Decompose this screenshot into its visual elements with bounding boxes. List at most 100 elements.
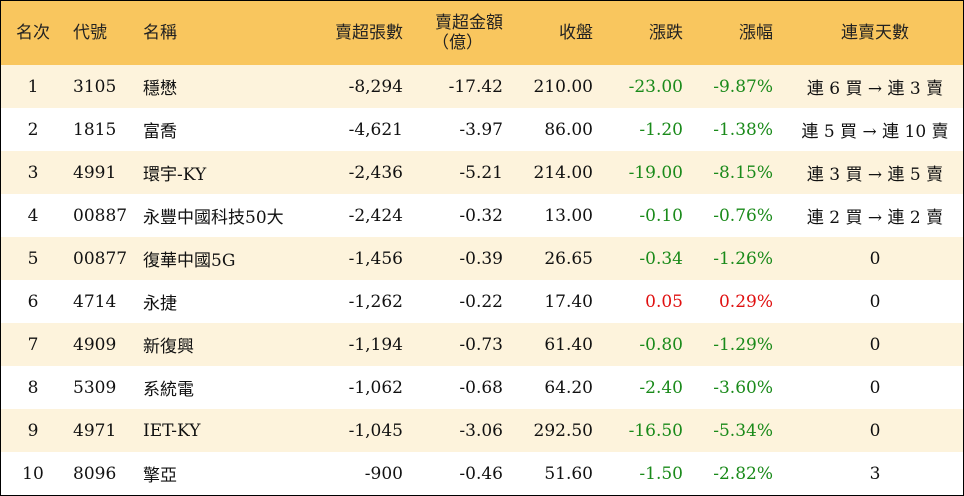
cell-streak: 0: [869, 248, 881, 269]
cell-net-sell-shares: -1,045: [348, 420, 403, 441]
cell-net-sell-shares: -8,294: [348, 76, 403, 97]
table-row: 3 4991 環宇-KY -2,436 -5.21 214.00 -19.00 …: [1, 151, 963, 194]
cell-net-sell-amount: -5.21: [459, 162, 503, 183]
cell-name: 永豐中國科技50大: [143, 208, 284, 228]
table-row: 7 4909 新復興 -1,194 -0.73 61.40 -0.80 -1.2…: [1, 323, 963, 366]
cell-change-pct: -2.82%: [713, 463, 773, 484]
cell-close: 17.40: [544, 291, 593, 312]
cell-rank: 2: [27, 119, 39, 140]
cell-change-pct: -3.60%: [713, 377, 773, 398]
cell-change: -0.10: [639, 205, 683, 226]
cell-net-sell-amount: -0.32: [459, 205, 503, 226]
table-row: 1 3105 穩懋 -8,294 -17.42 210.00 -23.00 -9…: [1, 65, 963, 108]
cell-rank: 5: [27, 248, 39, 269]
table-row: 5 00877 復華中國5G -1,456 -0.39 26.65 -0.34 …: [1, 237, 963, 280]
header-rank: 名次: [16, 23, 50, 43]
cell-streak: 連 5 買 → 連 10 賣: [801, 122, 949, 142]
header-change: 漲跌: [649, 23, 683, 43]
cell-change-pct: -0.76%: [713, 205, 773, 226]
table-row: 6 4714 永捷 -1,262 -0.22 17.40 0.05 0.29% …: [1, 280, 963, 323]
cell-code: 00887: [73, 205, 128, 226]
cell-name: 復華中國5G: [143, 251, 236, 271]
table-row: 10 8096 擎亞 -900 -0.46 51.60 -1.50 -2.82%…: [1, 452, 963, 495]
header-code: 代號: [73, 23, 107, 43]
cell-name: IET-KY: [143, 420, 201, 441]
cell-net-sell-amount: -0.68: [459, 377, 503, 398]
cell-change: -16.50: [628, 420, 683, 441]
table-body: 1 3 10 5 穩懋 -8,294 -17.42 210.00 -23.00 -9…: [1, 65, 963, 495]
cell-net-sell-amount: -17.42: [448, 76, 503, 97]
header-net-sell-amount-line2: （億）: [432, 33, 483, 53]
cell-code: 4991: [73, 162, 117, 183]
cell-net-sell-shares: -2,424: [348, 205, 403, 226]
cell-change-pct: -1.38%: [713, 119, 773, 140]
cell-name: 系統電: [143, 380, 194, 400]
cell-code: 8096: [73, 463, 117, 484]
cell-change: -2.40: [639, 377, 683, 398]
cell-close: 210.00: [533, 76, 593, 97]
cell-rank: 8: [27, 377, 39, 398]
cell-code: 4909: [73, 334, 117, 355]
cell-streak: 連 3 買 → 連 5 賣: [806, 165, 944, 185]
cell-streak: 0: [869, 420, 881, 441]
cell-change: -1.20: [639, 119, 683, 140]
cell-net-sell-shares: -900: [364, 463, 403, 484]
cell-net-sell-shares: -2,436: [348, 162, 403, 183]
cell-change-pct: -8.15%: [713, 162, 773, 183]
cell-name: 新復興: [143, 337, 194, 357]
header-change-pct: 漲幅: [739, 23, 773, 43]
cell-change: -0.80: [639, 334, 683, 355]
cell-net-sell-amount: -3.97: [459, 119, 503, 140]
cell-close: 64.20: [544, 377, 593, 398]
cell-change-pct: -9.87%: [713, 76, 773, 97]
header-close: 收盤: [559, 23, 593, 43]
cell-change-pct: -1.26%: [713, 248, 773, 269]
cell-code: 1815: [73, 119, 117, 140]
cell-rank: 4: [27, 205, 39, 226]
cell-code: 00877: [73, 248, 128, 269]
cell-rank: 7: [27, 334, 39, 355]
cell-net-sell-shares: -1,194: [348, 334, 403, 355]
cell-change: -23.00: [628, 76, 683, 97]
cell-change: 0.05: [645, 291, 683, 312]
cell-rank: 6: [27, 291, 39, 312]
header-net-sell-amount: 賣超金額 （億）: [417, 1, 517, 65]
cell-rank: 1: [27, 76, 39, 97]
cell-rank: 9: [27, 420, 39, 441]
cell-net-sell-amount: -3.06: [459, 420, 503, 441]
cell-streak: 0: [869, 377, 881, 398]
table-row: 2 1815 富喬 -4,621 -3.97 86.00 -1.20 -1.38…: [1, 108, 963, 151]
cell-net-sell-amount: -0.22: [459, 291, 503, 312]
cell-change: -0.34: [639, 248, 683, 269]
cell-name: 擎亞: [143, 466, 177, 486]
cell-net-sell-shares: -1,262: [348, 291, 403, 312]
cell-rank: 3: [27, 162, 39, 183]
cell-close: 51.60: [544, 463, 593, 484]
cell-code: 5309: [73, 377, 117, 398]
cell-close: 26.65: [544, 248, 593, 269]
cell-close: 13.00: [544, 205, 593, 226]
cell-change: -19.00: [628, 162, 683, 183]
cell-net-sell-shares: -1,456: [348, 248, 403, 269]
cell-streak: 0: [869, 334, 881, 355]
header-row: 名次 代號 名稱 賣超張數 賣超金額 （億） 收盤 漲跌 漲幅 連賣天數: [1, 1, 963, 65]
cell-change: -1.50: [639, 463, 683, 484]
cell-name: 穩懋: [143, 79, 177, 99]
cell-net-sell-shares: -4,621: [348, 119, 403, 140]
table-row: 4 00887 永豐中國科技50大 -2,424 -0.32 13.00 -0.…: [1, 194, 963, 237]
cell-streak: 3: [869, 463, 881, 484]
cell-name: 永捷: [143, 294, 177, 314]
cell-close: 214.00: [533, 162, 593, 183]
header-streak: 連賣天數: [841, 23, 909, 43]
cell-streak: 0: [869, 291, 881, 312]
table-row: 9 4971 IET-KY -1,045 -3.06 292.50 -16.50…: [1, 409, 963, 452]
cell-code: 4714: [73, 291, 117, 312]
header-name: 名稱: [143, 23, 177, 43]
cell-rank: 10: [22, 463, 44, 484]
table-row: 8 5309 系統電 -1,062 -0.68 64.20 -2.40 -3.6…: [1, 366, 963, 409]
cell-streak: 連 6 買 → 連 3 賣: [806, 79, 944, 99]
cell-net-sell-shares: -1,062: [348, 377, 403, 398]
header-net-sell-amount-line1: 賣超金額: [435, 13, 503, 33]
